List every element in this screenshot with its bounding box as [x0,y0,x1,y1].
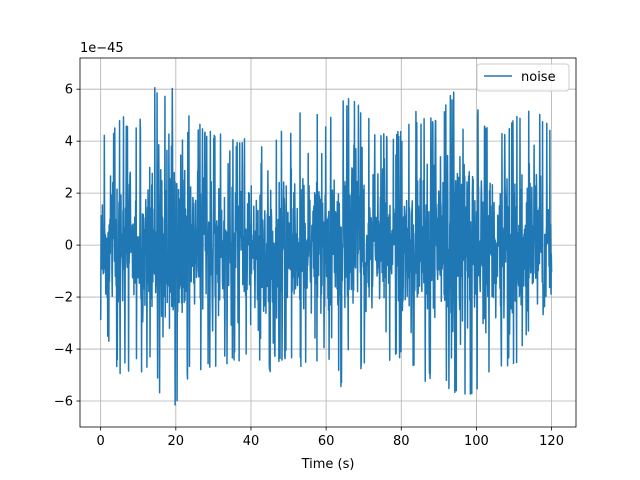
tick-layer: 0 20 40 60 80 100 120 −6 −4 −2 0 2 4 6 [54,83,564,449]
axes-frame [79,57,577,428]
x-tick-label: 40 [243,434,260,449]
legend: noise [476,63,570,92]
y-tick-label: −6 [54,395,73,410]
legend-box [476,63,570,92]
x-tick-label: 80 [393,434,410,449]
x-tick-label: 20 [168,434,185,449]
y-tick-label: 6 [65,83,73,98]
x-tick-label: 60 [318,434,335,449]
x-tick-label: 120 [539,434,564,449]
plot-area [99,87,553,406]
x-axis-label: Time (s) [301,457,355,472]
y-tick-label: −2 [54,291,73,306]
y-tick-label: 0 [65,239,73,254]
y-tick-label: −4 [54,343,73,358]
y-tick-label: 2 [65,187,73,202]
y-tick-label: 4 [65,135,73,150]
y-offset-label: 1e−45 [80,41,124,56]
legend-label-noise: noise [521,70,556,85]
x-tick-label: 0 [97,434,105,449]
x-tick-label: 100 [464,434,489,449]
series-line-noise [99,87,553,406]
